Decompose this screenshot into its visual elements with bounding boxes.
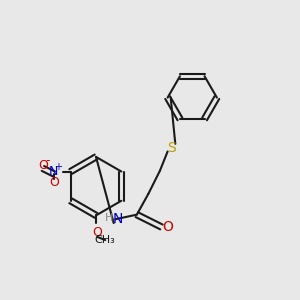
Text: +: + [54,162,62,172]
Text: O: O [49,176,59,189]
Text: O: O [38,159,48,172]
Text: N: N [49,165,58,178]
Text: O: O [162,220,173,234]
Text: CH₃: CH₃ [95,235,116,245]
Text: -: - [45,154,50,167]
Text: N: N [112,212,123,226]
Text: H: H [105,213,113,223]
Text: O: O [93,226,103,239]
Text: S: S [167,141,176,155]
